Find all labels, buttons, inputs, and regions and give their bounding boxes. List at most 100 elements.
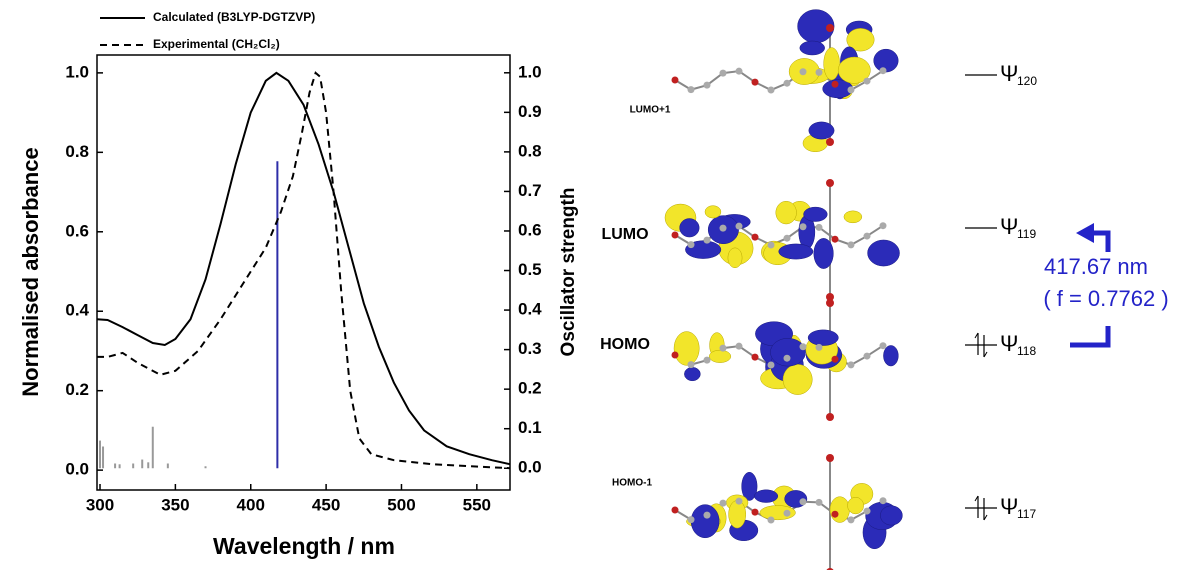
atom — [751, 233, 759, 241]
level-symbol: Ψ — [1000, 214, 1018, 239]
orbital-lobe — [684, 367, 701, 382]
atom — [847, 516, 855, 524]
y2-tick-label: 0.8 — [518, 141, 542, 160]
level-index: 118 — [1017, 344, 1036, 358]
x-tick-label: 450 — [312, 495, 340, 514]
orbital-lobe — [770, 338, 806, 367]
atom — [751, 353, 759, 361]
atom — [863, 77, 871, 85]
y-tick-label: 0.8 — [65, 142, 89, 161]
series-line — [96, 71, 511, 466]
atom — [815, 223, 823, 231]
atom — [735, 222, 743, 230]
y-tick-label: 1.0 — [65, 62, 89, 81]
orbital-lobe — [867, 239, 900, 267]
atom — [831, 80, 839, 88]
atom — [799, 498, 807, 506]
atom — [783, 234, 791, 242]
atom — [735, 67, 743, 75]
orbital-lobe — [775, 200, 797, 225]
atom — [751, 508, 759, 516]
atom — [826, 138, 834, 146]
x-tick-label: 350 — [161, 495, 189, 514]
orbital-name: HOMO-1 — [612, 478, 652, 489]
orbital-lobe — [754, 489, 779, 503]
atom — [826, 413, 834, 421]
orbital-lobe — [799, 40, 825, 56]
orbital-lobe — [803, 206, 828, 222]
atom — [783, 354, 791, 362]
atom — [815, 343, 823, 351]
atom — [826, 179, 834, 187]
orbital-lobe — [741, 471, 758, 501]
atom — [719, 344, 727, 352]
atom — [703, 81, 711, 89]
atom — [826, 454, 834, 462]
y-tick-label: 0.6 — [65, 221, 89, 240]
atom — [719, 224, 727, 232]
orbital-lobe — [782, 364, 813, 395]
x-tick-label: 550 — [463, 495, 491, 514]
orbital-lobe — [808, 121, 835, 140]
y-axis-title: Normalised absorbance — [18, 147, 43, 396]
atom — [767, 516, 775, 524]
atom — [879, 342, 887, 350]
atom — [735, 342, 743, 350]
orbital-lobe — [880, 505, 903, 526]
y2-tick-label: 0.3 — [518, 339, 542, 358]
atom — [767, 86, 775, 94]
atom — [671, 351, 679, 359]
atom — [863, 352, 871, 360]
molecule — [671, 9, 899, 153]
atom — [799, 223, 807, 231]
legend-label: Experimental (CH₂Cl₂) — [153, 37, 280, 51]
orbital-name: HOMO — [600, 336, 650, 353]
spin-down-head — [983, 514, 988, 521]
atom — [879, 222, 887, 230]
atom — [687, 241, 695, 249]
atom — [847, 86, 855, 94]
y2-tick-label: 0.9 — [518, 102, 542, 121]
atom — [826, 24, 834, 32]
atom — [826, 293, 834, 301]
atom — [671, 76, 679, 84]
atom — [863, 507, 871, 515]
atom — [783, 79, 791, 87]
atom — [831, 510, 839, 518]
orbital-lobe — [846, 28, 875, 52]
atom — [815, 498, 823, 506]
atom — [751, 78, 759, 86]
orbital-lobe — [708, 349, 732, 363]
transition-strength: ( f = 0.7762 ) — [1043, 286, 1168, 311]
atom — [879, 67, 887, 75]
atom — [831, 235, 839, 243]
transition-wavelength: 417.67 nm — [1044, 254, 1148, 279]
y2-tick-label: 0.6 — [518, 220, 542, 239]
spin-down-head — [983, 351, 988, 358]
orbital-lobe — [847, 497, 864, 515]
orbital-lobe — [728, 500, 747, 529]
molecule — [671, 454, 903, 570]
atom — [703, 356, 711, 364]
orbital-lobe — [823, 47, 840, 81]
plot-frame — [96, 54, 511, 491]
atom — [826, 299, 834, 307]
arrow-head — [1076, 223, 1094, 243]
arrow-line — [1092, 230, 1111, 252]
atom — [671, 231, 679, 239]
orbital-lobe — [813, 238, 834, 269]
atom — [847, 361, 855, 369]
atom — [815, 68, 823, 76]
level-symbol: Ψ — [1000, 61, 1018, 86]
molecule — [671, 299, 899, 421]
orbital-lobe — [873, 48, 899, 73]
orbital-lobe — [778, 243, 814, 260]
atom — [847, 241, 855, 249]
atom — [687, 86, 695, 94]
x-tick-label: 300 — [86, 495, 114, 514]
orbital-lobe — [673, 331, 700, 366]
atom — [767, 361, 775, 369]
atom — [783, 509, 791, 517]
